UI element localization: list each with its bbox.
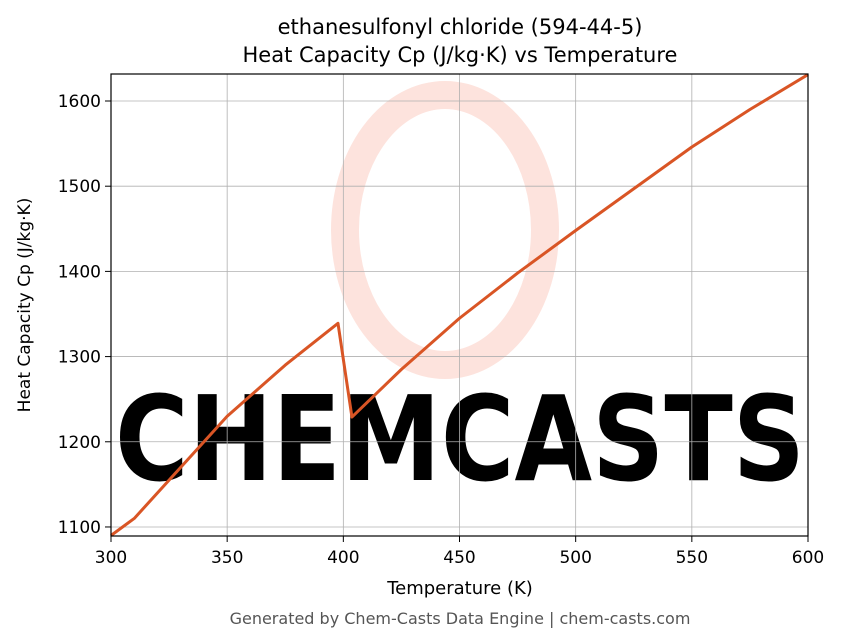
footer: Generated by Chem-Casts Data Engine | ch… [230, 609, 691, 628]
x-tick-label: 550 [676, 548, 708, 568]
y-tick-label: 1100 [58, 518, 101, 538]
x-tick-label: 300 [95, 548, 127, 568]
x-axis-label: Temperature (K) [386, 578, 533, 599]
y-tick-label: 1300 [58, 348, 101, 368]
x-tick-label: 500 [559, 548, 591, 568]
y-axis-label: Heat Capacity Cp (J/kg·K) [15, 198, 35, 413]
y-tick-label: 1600 [58, 92, 101, 112]
x-tick-label: 450 [443, 548, 475, 568]
chart-subtitle: Heat Capacity Cp (J/kg·K) vs Temperature [243, 43, 678, 67]
plot-frame [110, 73, 809, 537]
x-tick-label: 400 [327, 548, 359, 568]
x-tick-label: 600 [792, 548, 824, 568]
watermark: CHEMCASTS [115, 370, 805, 508]
data-line [110, 73, 809, 537]
chart-title: ethanesulfonyl chloride (594-44-5) [278, 15, 643, 39]
x-tick-label: 350 [211, 548, 243, 568]
y-tick-label: 1500 [58, 177, 101, 197]
watermark-logo [331, 81, 559, 379]
y-tick-label: 1400 [58, 262, 101, 282]
y-tick-label: 1200 [58, 433, 101, 453]
